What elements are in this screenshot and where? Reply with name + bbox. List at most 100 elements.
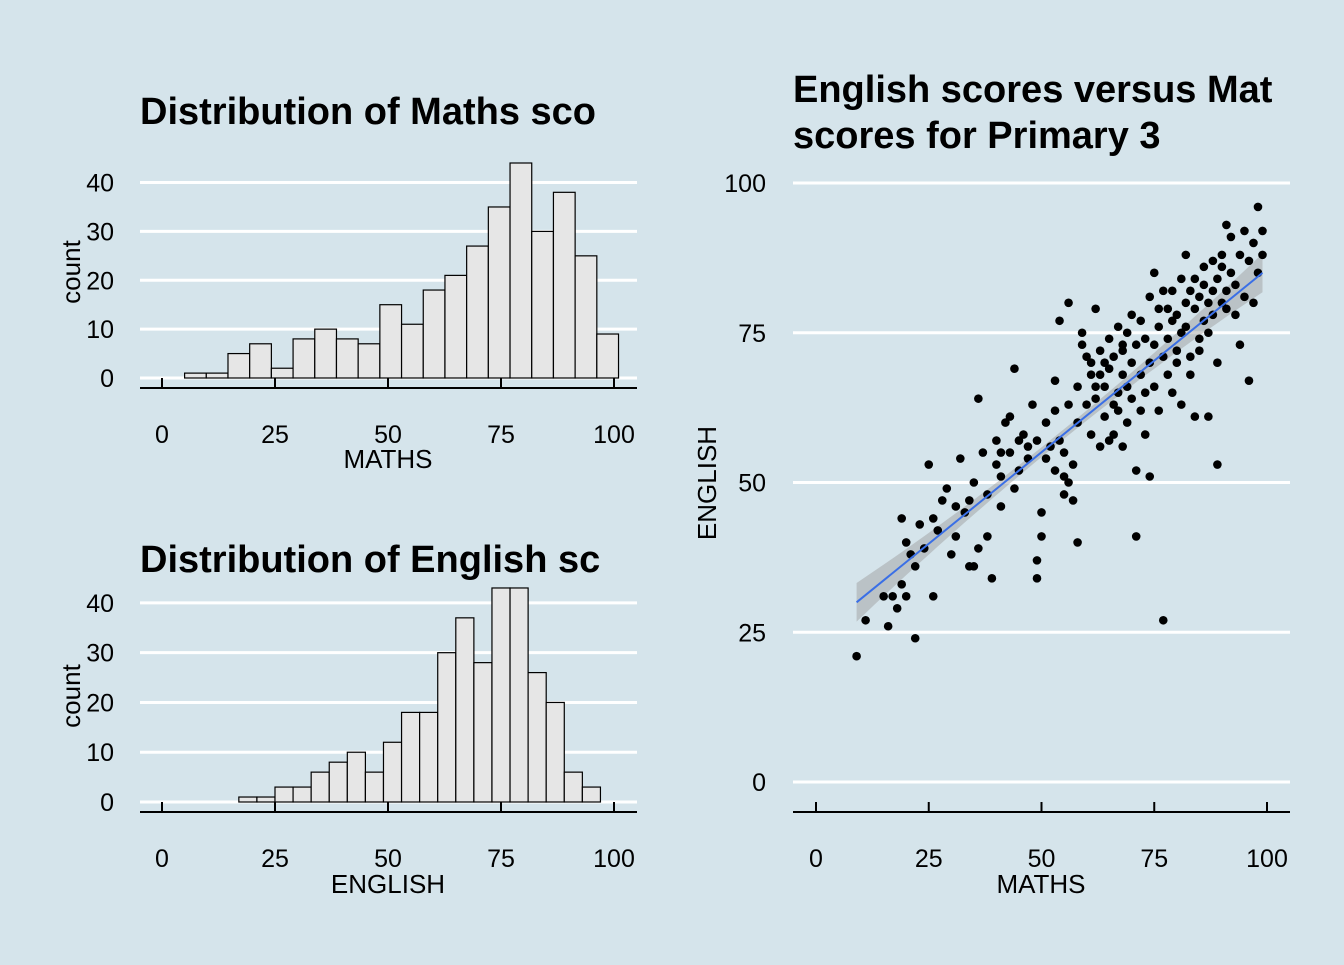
scatter-point xyxy=(1149,340,1159,350)
scatter-x-tick-label: 50 xyxy=(1028,845,1056,873)
scatter-point xyxy=(1077,340,1087,350)
scatter-point xyxy=(1217,250,1227,260)
scatter-point xyxy=(1213,274,1222,284)
scatter-point xyxy=(1014,436,1024,445)
scatter-point xyxy=(879,592,888,601)
scatter-point xyxy=(1082,352,1091,362)
p1-bar xyxy=(400,323,424,379)
scatter-point xyxy=(933,526,943,535)
p1-bar xyxy=(487,206,511,379)
scatter-y-tick-label: 50 xyxy=(738,470,766,498)
p2-bar xyxy=(310,771,330,803)
scatter-x-tick-label: 0 xyxy=(809,845,823,873)
scatter-point xyxy=(1154,406,1164,415)
scatter-point xyxy=(1181,298,1191,308)
scatter-point xyxy=(1068,496,1078,505)
p1-y-tick-label: 10 xyxy=(86,316,114,344)
scatter-point xyxy=(1222,220,1231,230)
p2-bar xyxy=(382,741,403,803)
scatter-point xyxy=(987,574,997,583)
scatter-point xyxy=(1118,340,1127,350)
scatter-point xyxy=(960,508,970,517)
p1-bar xyxy=(444,274,468,379)
scatter-point xyxy=(1127,310,1136,320)
scatter-point xyxy=(1064,478,1073,487)
scatter-point xyxy=(915,520,925,529)
scatter-point xyxy=(1181,250,1191,260)
maths-histogram-panel: Distribution of Maths sco 0 25 50 75 100 0 10… xyxy=(56,91,637,474)
p1-bar xyxy=(379,304,403,379)
scatter-point xyxy=(1190,412,1200,421)
scatter-point xyxy=(1023,442,1033,451)
scatter-gridlines xyxy=(793,181,1290,784)
scatter-point xyxy=(1064,298,1073,308)
english-histogram-x-ticks: 0 25 50 75 100 xyxy=(155,802,635,873)
scatter-point xyxy=(1177,274,1186,284)
p1-bar xyxy=(270,367,294,379)
scatter-point xyxy=(1127,394,1136,403)
scatter-point xyxy=(1167,388,1177,397)
scatter-point xyxy=(1055,316,1064,326)
p1-x-tick-label: 25 xyxy=(261,421,289,449)
scatter-point xyxy=(1073,382,1082,391)
p2-bar xyxy=(328,761,348,803)
scatter-point xyxy=(1154,304,1164,314)
scatter-point xyxy=(1050,466,1060,475)
scatter-point xyxy=(978,448,988,457)
scatter-point xyxy=(1113,406,1123,415)
scatter-point xyxy=(1086,370,1096,379)
scatter-point xyxy=(1131,532,1141,541)
scatter-point xyxy=(928,514,938,523)
scatter-point xyxy=(1213,460,1222,469)
scatter-point xyxy=(1050,406,1060,415)
p1-bar xyxy=(292,338,316,379)
scatter-point xyxy=(1028,400,1037,409)
scatter-point xyxy=(1082,400,1091,409)
scatter-point xyxy=(1019,430,1028,439)
p2-bar xyxy=(274,786,294,803)
scatter-x-ticks: 0 25 50 75 100 xyxy=(809,802,1288,873)
scatter-point xyxy=(1172,346,1182,356)
scatter-point xyxy=(1172,310,1182,320)
scatter-point xyxy=(1149,268,1159,278)
p2-bar xyxy=(509,587,529,803)
p1-bar xyxy=(509,162,533,379)
p1-x-tick-label: 100 xyxy=(593,421,635,449)
scatter-point xyxy=(992,436,1001,445)
p2-bar xyxy=(292,786,312,803)
scatter-point xyxy=(1001,418,1010,427)
scatter-point xyxy=(996,502,1006,511)
scatter-point xyxy=(1258,250,1267,260)
scatter-y-ticks: 0 25 50 75 100 xyxy=(724,170,766,797)
scatter-point xyxy=(1167,316,1177,326)
maths-histogram-bars xyxy=(184,162,620,379)
scatter-point xyxy=(1253,202,1263,212)
p1-bar xyxy=(574,255,598,379)
scatter-point xyxy=(1186,286,1195,296)
p1-bar xyxy=(205,372,229,379)
scatter-point xyxy=(1199,262,1209,272)
p2-y-tick-label: 0 xyxy=(100,789,114,817)
scatter-point xyxy=(1235,340,1245,350)
scatter-point xyxy=(1100,358,1109,368)
scatter-point xyxy=(1195,346,1204,356)
scatter-point xyxy=(1149,382,1159,391)
scatter-point xyxy=(1122,328,1132,338)
scatter-point xyxy=(1095,346,1105,356)
scatter-point xyxy=(1086,430,1096,439)
scatter-point xyxy=(951,502,961,511)
p2-bar xyxy=(256,796,276,803)
scatter-point xyxy=(1109,430,1118,439)
p1-bar xyxy=(596,333,620,379)
scatter-point xyxy=(1226,268,1236,278)
scatter-x-tick-label: 100 xyxy=(1246,845,1288,873)
scatter-point xyxy=(1109,400,1118,409)
scatter-point xyxy=(883,621,893,631)
scatter-point xyxy=(1240,292,1249,302)
scatter-point xyxy=(1032,574,1042,583)
scatter-point xyxy=(1032,436,1042,445)
scatter-point xyxy=(1005,448,1015,457)
scatter-point xyxy=(1095,442,1105,451)
scatter-point xyxy=(1059,472,1069,481)
